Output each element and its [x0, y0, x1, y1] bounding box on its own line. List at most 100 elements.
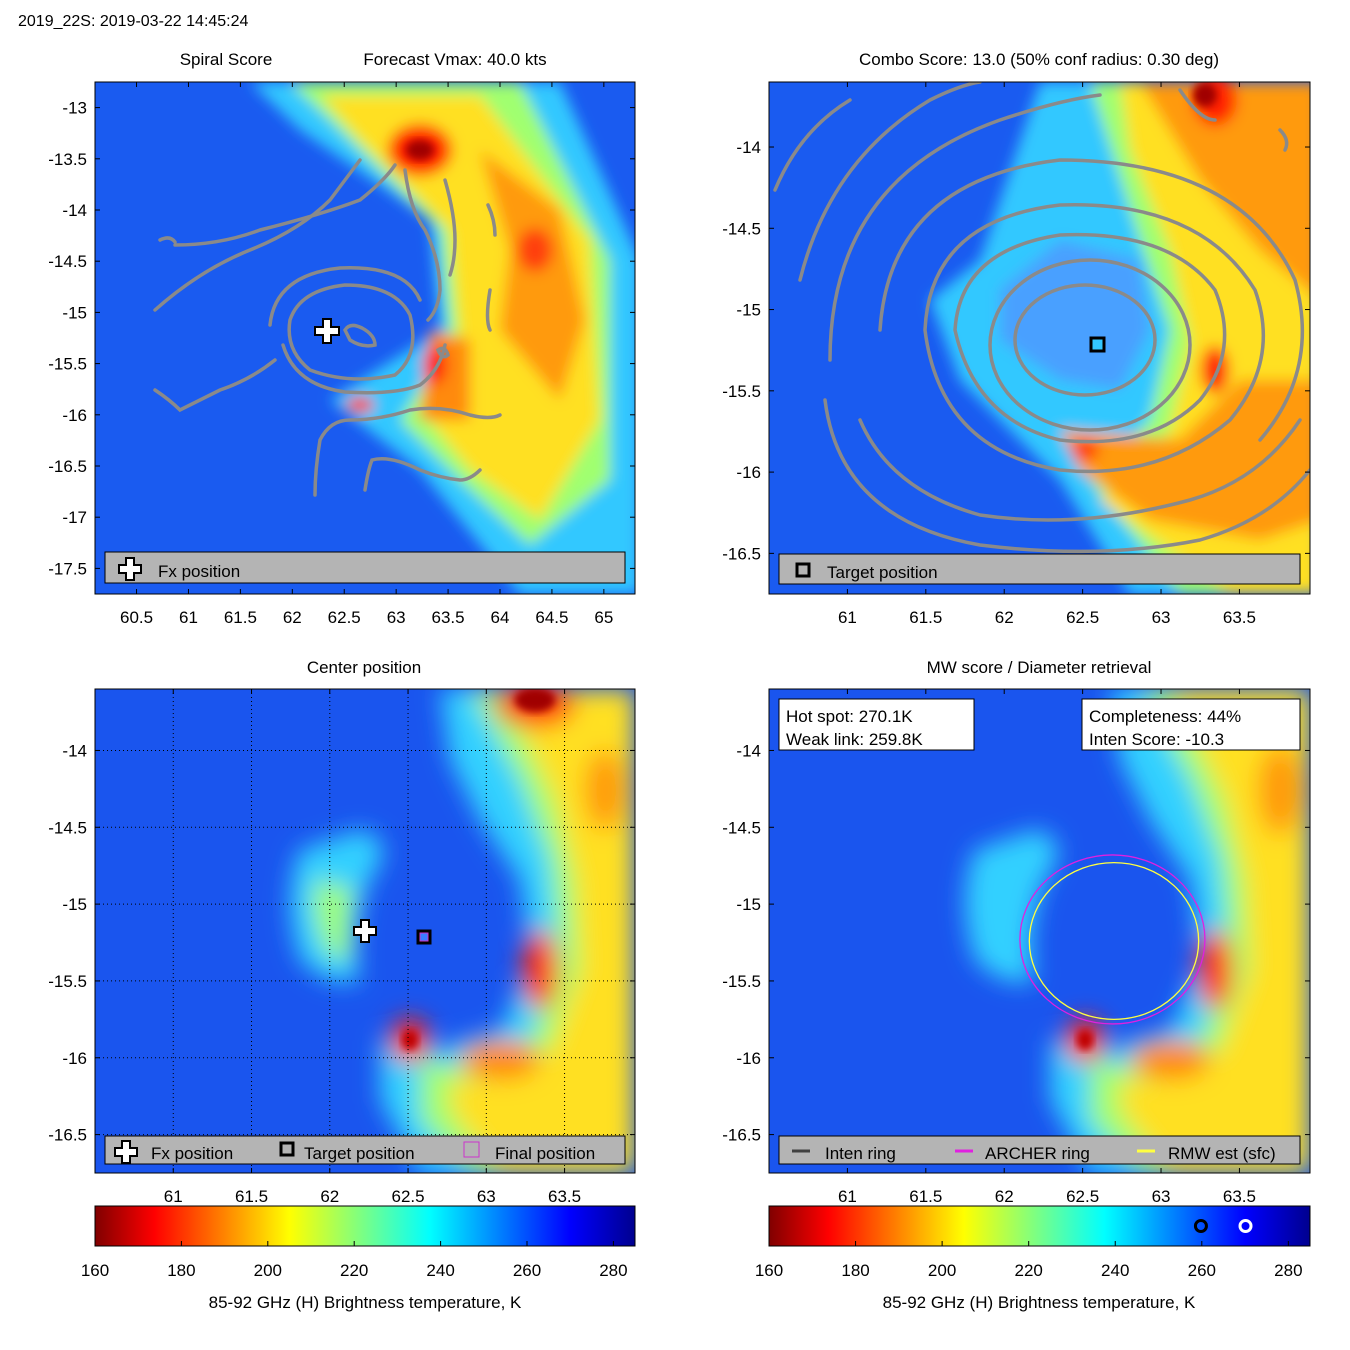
x-tick-label: 61 — [179, 608, 198, 627]
y-axis: -13 -13.5 -14 -14.5 -15 -15.5 -16 -16.5 -17 -17.5 — [48, 99, 635, 578]
panel-center-position: Center position — [48, 658, 636, 1206]
legend-label: Target position — [304, 1144, 415, 1163]
x-tick-label: 64 — [491, 608, 510, 627]
fx-position-marker — [353, 919, 377, 943]
panel-title-right: Forecast Vmax: 40.0 kts — [363, 50, 546, 69]
y-tick-label: -16 — [736, 1049, 761, 1068]
colorbar-tick-label: 180 — [167, 1261, 195, 1280]
x-tick-label: 61 — [838, 1187, 857, 1206]
x-tick-label: 62 — [283, 608, 302, 627]
final-position-marker — [419, 932, 429, 942]
panel-spiral-score: Spiral Score Forecast Vmax: 40.0 kts — [48, 50, 636, 627]
x-tick-label: 63.5 — [1223, 608, 1256, 627]
x-tick-label: 61 — [164, 1187, 183, 1206]
colorbar-label: 85-92 GHz (H) Brightness temperature, K — [883, 1293, 1196, 1312]
x-tick-label: 62.5 — [1066, 608, 1099, 627]
y-tick-label: -16 — [62, 406, 87, 425]
y-tick-label: -14 — [736, 138, 761, 157]
colorbar-tick-label: 220 — [1014, 1261, 1042, 1280]
x-axis: 60.5 61 61.5 62 62.5 63 63.5 64 64.5 65 — [120, 82, 613, 627]
x-tick-label: 61.5 — [224, 608, 257, 627]
y-tick-label: -16.5 — [48, 457, 87, 476]
y-tick-label: -15 — [62, 303, 87, 322]
colorbar-tick-label: 260 — [513, 1261, 541, 1280]
fx-position-marker — [314, 318, 340, 344]
x-tick-label: 61.5 — [909, 1187, 942, 1206]
y-tick-label: -13.5 — [48, 150, 87, 169]
y-tick-label: -16.5 — [48, 1126, 87, 1145]
panel-title-left: Spiral Score — [180, 50, 273, 69]
legend-label: Fx position — [158, 562, 240, 581]
y-axis: -14 -14.5 -15 -15.5 -16 -16.5 — [722, 741, 1310, 1145]
heatmap-field — [769, 689, 1310, 1173]
colorbar-tick-label: 220 — [340, 1261, 368, 1280]
x-tick-label: 61.5 — [909, 608, 942, 627]
legend-label: Final position — [495, 1144, 595, 1163]
x-tick-label: 61 — [838, 608, 857, 627]
y-tick-label: -15.5 — [722, 382, 761, 401]
y-tick-label: -17.5 — [48, 559, 87, 578]
y-tick-label: -15.5 — [48, 355, 87, 374]
panel-title: Center position — [307, 658, 421, 677]
y-tick-label: -15.5 — [722, 972, 761, 991]
colorbar-left: 160 180 200 220 240 260 280 85-92 GHz (H) Brig… — [81, 1205, 636, 1312]
x-tick-label: 61.5 — [235, 1187, 268, 1206]
target-position-marker — [416, 929, 432, 945]
colorbar-tick-label: 280 — [1274, 1261, 1302, 1280]
x-tick-label: 63 — [477, 1187, 496, 1206]
y-axis: -14 -14.5 -15 -15.5 -16 -16.5 — [48, 741, 635, 1145]
colorbar-ticks: 160 180 200 220 240 260 280 — [755, 1241, 1303, 1280]
y-tick-label: -16.5 — [722, 544, 761, 563]
x-tick-label: 63.5 — [1223, 1187, 1256, 1206]
cross-icon — [114, 1140, 138, 1164]
y-tick-label: -15.5 — [48, 972, 87, 991]
black-ring-marker — [1193, 1219, 1208, 1233]
square-icon — [279, 1141, 295, 1157]
plot-frame — [94, 81, 636, 595]
weak-link-label: Weak link: 259.8K — [786, 730, 923, 749]
x-axis: 61 61.5 62 62.5 63 63.5 — [164, 689, 581, 1206]
y-tick-label: -15 — [736, 895, 761, 914]
y-tick-label: -14 — [62, 201, 87, 220]
y-tick-label: -14 — [736, 741, 761, 760]
outline-square-icon — [463, 1141, 480, 1158]
cross-icon — [118, 557, 142, 581]
info-box-left: Hot spot: 270.1K Weak link: 259.8K — [778, 698, 975, 751]
y-tick-label: -14.5 — [48, 818, 87, 837]
x-axis: 61 61.5 62 62.5 63 63.5 — [838, 82, 1256, 627]
x-tick-label: 62 — [995, 608, 1014, 627]
info-box-right: Completeness: 44% Inten Score: -10.3 — [1081, 698, 1301, 751]
y-tick-label: -17 — [62, 508, 87, 527]
plot-frame — [768, 81, 1311, 595]
legend-label: Fx position — [151, 1144, 233, 1163]
legend-label: Inten ring — [825, 1144, 896, 1163]
y-axis: -14 -14.5 -15 -15.5 -16 -16.5 — [722, 138, 1310, 563]
legend: Target position — [778, 553, 1301, 585]
completeness-label: Completeness: 44% — [1089, 707, 1241, 726]
y-tick-label: -15 — [736, 301, 761, 320]
colorbar-tick-label: 180 — [841, 1261, 869, 1280]
plot-frame — [768, 688, 1311, 1174]
heatmap-field — [95, 82, 635, 594]
archer-ring — [1019, 854, 1206, 1025]
inten-score-label: Inten Score: -10.3 — [1089, 730, 1224, 749]
legend: Fx position — [104, 551, 626, 584]
y-tick-label: -14.5 — [722, 818, 761, 837]
x-tick-label: 64.5 — [535, 608, 568, 627]
colorbar-tick-label: 200 — [928, 1261, 956, 1280]
rmw-ring — [1028, 861, 1200, 1020]
colorbar-tick-label: 160 — [81, 1261, 109, 1280]
y-tick-label: -16 — [62, 1049, 87, 1068]
x-tick-label: 63 — [387, 608, 406, 627]
colorbar-right: 160 180 200 220 240 260 280 85-92 GHz (H) Brig… — [755, 1205, 1311, 1312]
spiral-contours — [153, 158, 502, 497]
x-tick-label: 63.5 — [548, 1187, 581, 1206]
y-tick-label: -14.5 — [48, 252, 87, 271]
colorbar-label: 85-92 GHz (H) Brightness temperature, K — [209, 1293, 522, 1312]
hot-spot-label: Hot spot: 270.1K — [786, 707, 913, 726]
legend-label: ARCHER ring — [985, 1144, 1090, 1163]
heatmap-field — [769, 82, 1310, 594]
grid — [95, 689, 635, 1173]
colorbar-tick-label: 260 — [1188, 1261, 1216, 1280]
